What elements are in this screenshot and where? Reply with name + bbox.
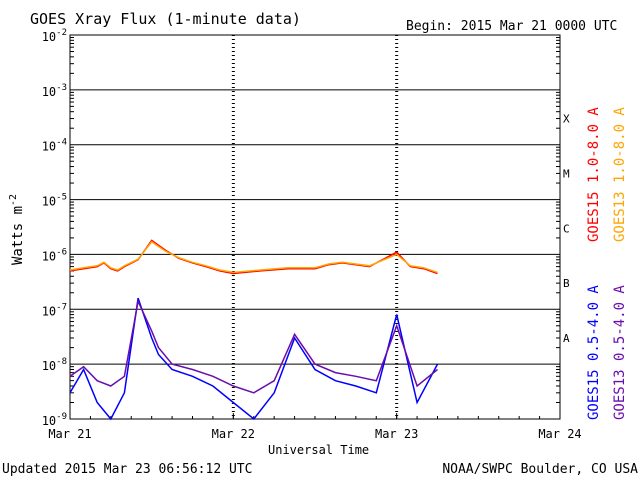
y-tick-label: 10-9: [42, 412, 67, 428]
x-axis-label: Universal Time: [268, 443, 369, 457]
x-tick-label: Mar 21: [48, 427, 91, 441]
series-line-2: [69, 297, 439, 421]
plot-frame: [69, 34, 561, 420]
series-line-1: [69, 240, 438, 274]
y-tick-label: 10-5: [42, 193, 67, 209]
y-axis-label: Watts m-2: [8, 194, 26, 265]
updated-timestamp: Updated 2015 Mar 23 06:56:12 UTC: [2, 462, 252, 477]
x-tick-label: Mar 23: [375, 427, 418, 441]
y-tick-label: 10-2: [42, 28, 67, 44]
series-line-3: [69, 298, 438, 394]
y-tick-label: 10-7: [42, 302, 67, 318]
chart-title: GOES Xray Flux (1-minute data): [30, 10, 301, 28]
y-axis-label-exponent: -2: [8, 194, 19, 206]
legend-entry: GOES13 1.0-8.0 A: [612, 107, 628, 242]
x-tick-label: Mar 24: [538, 427, 581, 441]
y-tick-label: 10-4: [42, 138, 67, 154]
legend-entry: GOES15 0.5-4.0 A: [586, 285, 602, 420]
series-line-0: [69, 239, 438, 275]
begin-label: Begin: 2015 Mar 21 0000 UTC: [406, 19, 617, 34]
flare-class-label: B: [563, 277, 570, 290]
credit-label: NOAA/SWPC Boulder, CO USA: [442, 462, 638, 477]
y-axis-label-text: Watts m: [10, 206, 26, 265]
flare-class-label: A: [563, 332, 570, 345]
x-tick-label: Mar 22: [212, 427, 255, 441]
flare-class-label: C: [563, 222, 570, 235]
flare-class-label: X: [563, 113, 570, 126]
legend-entry: GOES15 1.0-8.0 A: [586, 107, 602, 242]
legend: GOES15 1.0-8.0 A GOES13 1.0-8.0 A GOES15 0…: [586, 107, 628, 420]
flare-class-label: M: [563, 167, 570, 180]
legend-entry: GOES13 0.5-4.0 A: [612, 285, 628, 420]
y-tick-label: 10-6: [42, 247, 67, 263]
y-tick-label: 10-3: [42, 83, 67, 99]
y-tick-label: 10-8: [42, 357, 67, 373]
